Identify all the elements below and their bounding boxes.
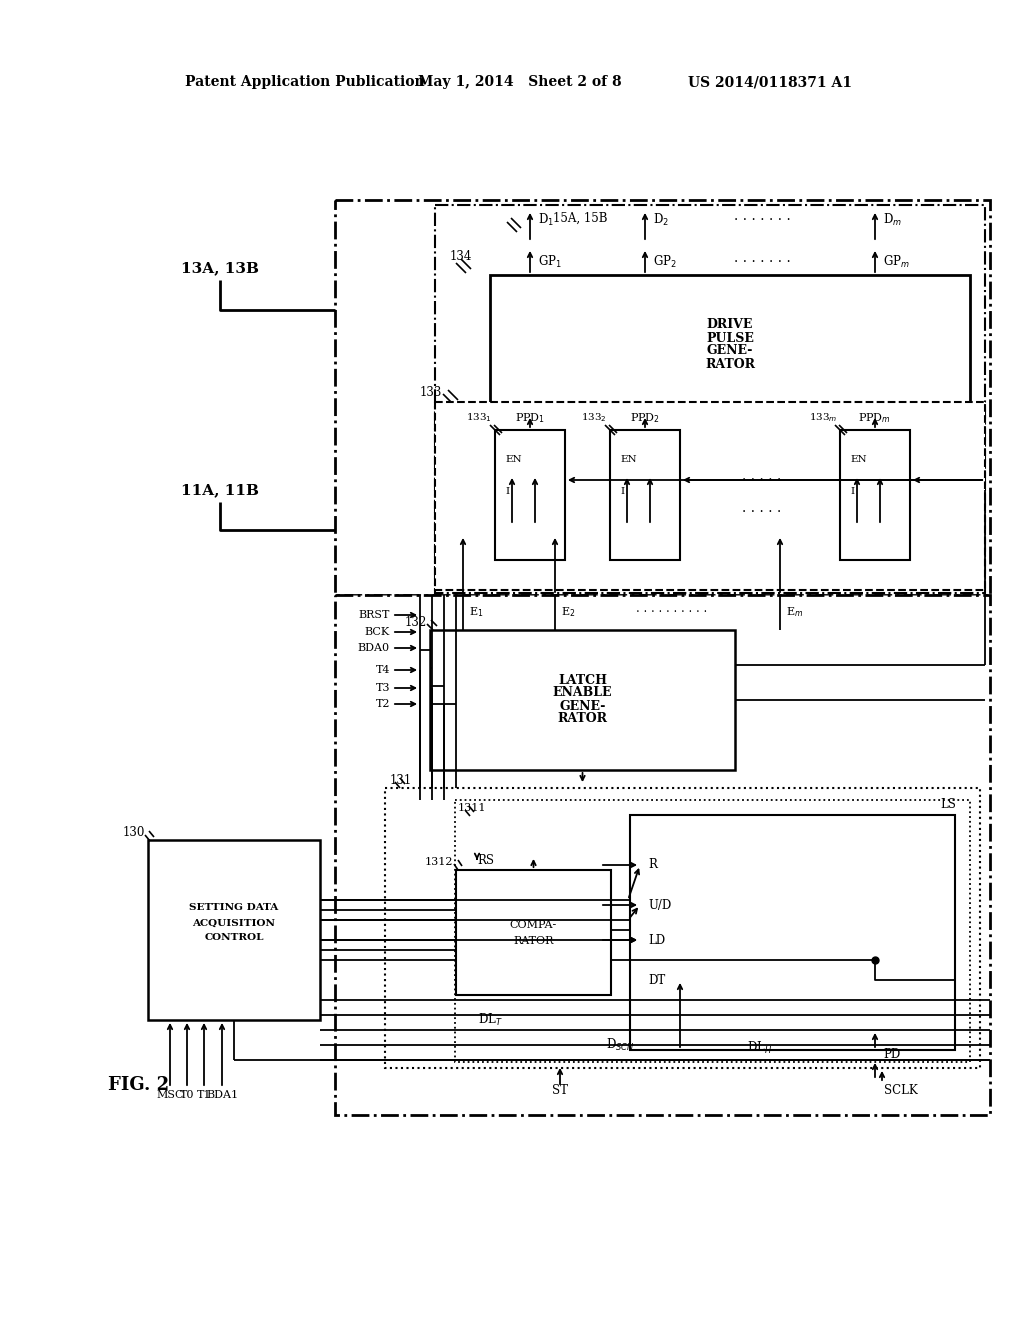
Text: US 2014/0118371 A1: US 2014/0118371 A1 bbox=[688, 75, 852, 88]
Text: SCLK: SCLK bbox=[884, 1084, 918, 1097]
Text: 13A, 13B: 13A, 13B bbox=[181, 261, 259, 275]
Bar bbox=[435, 403, 985, 590]
Text: Patent Application Publication: Patent Application Publication bbox=[185, 75, 425, 88]
Bar bbox=[335, 201, 990, 595]
Bar bbox=[335, 595, 990, 1115]
Text: 15A, 15B: 15A, 15B bbox=[553, 211, 607, 224]
Text: · · · · · · · · · ·: · · · · · · · · · · bbox=[636, 606, 708, 619]
Text: D$_1$: D$_1$ bbox=[538, 213, 554, 228]
Bar bbox=[456, 870, 611, 995]
Text: E$_m$: E$_m$ bbox=[786, 605, 803, 619]
Text: ENABLE: ENABLE bbox=[553, 686, 612, 700]
Text: 133: 133 bbox=[420, 385, 442, 399]
Text: 133$_m$: 133$_m$ bbox=[809, 412, 837, 425]
Text: DRIVE: DRIVE bbox=[707, 318, 754, 331]
Text: 1312: 1312 bbox=[425, 857, 453, 867]
Text: May 1, 2014   Sheet 2 of 8: May 1, 2014 Sheet 2 of 8 bbox=[418, 75, 622, 88]
Text: DL$_T$: DL$_T$ bbox=[477, 1012, 503, 1028]
Text: GENE-: GENE- bbox=[707, 345, 754, 358]
Text: COMPA-: COMPA- bbox=[510, 920, 557, 929]
Text: 134: 134 bbox=[450, 251, 472, 264]
Text: LD: LD bbox=[648, 933, 666, 946]
Text: GP$_m$: GP$_m$ bbox=[883, 253, 910, 271]
Text: EN: EN bbox=[505, 455, 521, 465]
Text: BRST: BRST bbox=[358, 610, 390, 620]
Text: D$_m$: D$_m$ bbox=[883, 213, 902, 228]
Bar bbox=[610, 430, 680, 560]
Text: BDA0: BDA0 bbox=[357, 643, 390, 653]
Text: U/D: U/D bbox=[648, 899, 672, 912]
Text: D$_2$: D$_2$ bbox=[653, 213, 669, 228]
Bar bbox=[148, 840, 319, 1020]
Text: I: I bbox=[505, 487, 509, 496]
Bar bbox=[495, 430, 565, 560]
Text: 133$_1$: 133$_1$ bbox=[466, 412, 492, 425]
Text: PPD$_2$: PPD$_2$ bbox=[630, 411, 660, 425]
Text: · · · · ·: · · · · · bbox=[742, 506, 781, 519]
Bar bbox=[840, 430, 910, 560]
Text: RATOR: RATOR bbox=[557, 713, 607, 726]
Bar bbox=[435, 205, 985, 593]
Text: GP$_1$: GP$_1$ bbox=[538, 253, 562, 271]
Text: MSC: MSC bbox=[157, 1090, 183, 1100]
Text: T0: T0 bbox=[180, 1090, 195, 1100]
Text: T4: T4 bbox=[376, 665, 390, 675]
Text: E$_2$: E$_2$ bbox=[561, 605, 575, 619]
Text: RATOR: RATOR bbox=[513, 936, 554, 945]
Text: EN: EN bbox=[620, 455, 637, 465]
Text: LATCH: LATCH bbox=[558, 673, 607, 686]
Bar bbox=[455, 800, 970, 1063]
Text: T1: T1 bbox=[197, 1090, 211, 1100]
Text: PPD$_1$: PPD$_1$ bbox=[515, 411, 545, 425]
Text: RS: RS bbox=[477, 854, 494, 866]
Text: · · · · ·: · · · · · bbox=[742, 473, 781, 487]
Text: RATOR: RATOR bbox=[705, 358, 755, 371]
Text: · · · · · · ·: · · · · · · · bbox=[733, 213, 791, 227]
Text: LS: LS bbox=[940, 799, 955, 812]
Text: GENE-: GENE- bbox=[559, 700, 605, 713]
Text: CONTROL: CONTROL bbox=[204, 933, 264, 942]
Text: ST: ST bbox=[552, 1084, 568, 1097]
Text: 131: 131 bbox=[390, 774, 413, 787]
Text: 132: 132 bbox=[404, 615, 427, 628]
Text: · · · · · · ·: · · · · · · · bbox=[733, 255, 791, 269]
Bar bbox=[385, 788, 980, 1068]
Text: DL$_H$: DL$_H$ bbox=[748, 1040, 773, 1056]
Text: BCK: BCK bbox=[365, 627, 390, 638]
Text: EN: EN bbox=[850, 455, 866, 465]
Text: T2: T2 bbox=[376, 700, 390, 709]
Text: 1311: 1311 bbox=[458, 803, 486, 813]
Text: D$_{SCN}$: D$_{SCN}$ bbox=[606, 1038, 634, 1053]
Text: I: I bbox=[850, 487, 854, 496]
Text: GP$_2$: GP$_2$ bbox=[653, 253, 677, 271]
Text: T3: T3 bbox=[376, 682, 390, 693]
Text: FIG. 2: FIG. 2 bbox=[108, 1076, 169, 1094]
Text: R: R bbox=[648, 858, 656, 871]
Text: ACQUISITION: ACQUISITION bbox=[193, 919, 275, 928]
Text: 133$_2$: 133$_2$ bbox=[582, 412, 607, 425]
Text: PULSE: PULSE bbox=[707, 331, 754, 345]
Text: DT: DT bbox=[648, 974, 666, 986]
Bar bbox=[630, 814, 955, 1049]
Text: 130: 130 bbox=[123, 826, 145, 840]
Text: BDA1: BDA1 bbox=[206, 1090, 238, 1100]
Text: SETTING DATA: SETTING DATA bbox=[189, 903, 279, 912]
Text: I: I bbox=[620, 487, 624, 496]
Bar bbox=[490, 275, 970, 414]
Text: 11A, 11B: 11A, 11B bbox=[181, 483, 259, 498]
Bar bbox=[430, 630, 735, 770]
Text: E$_1$: E$_1$ bbox=[469, 605, 483, 619]
Text: PD: PD bbox=[883, 1048, 900, 1061]
Text: PPD$_m$: PPD$_m$ bbox=[858, 411, 892, 425]
